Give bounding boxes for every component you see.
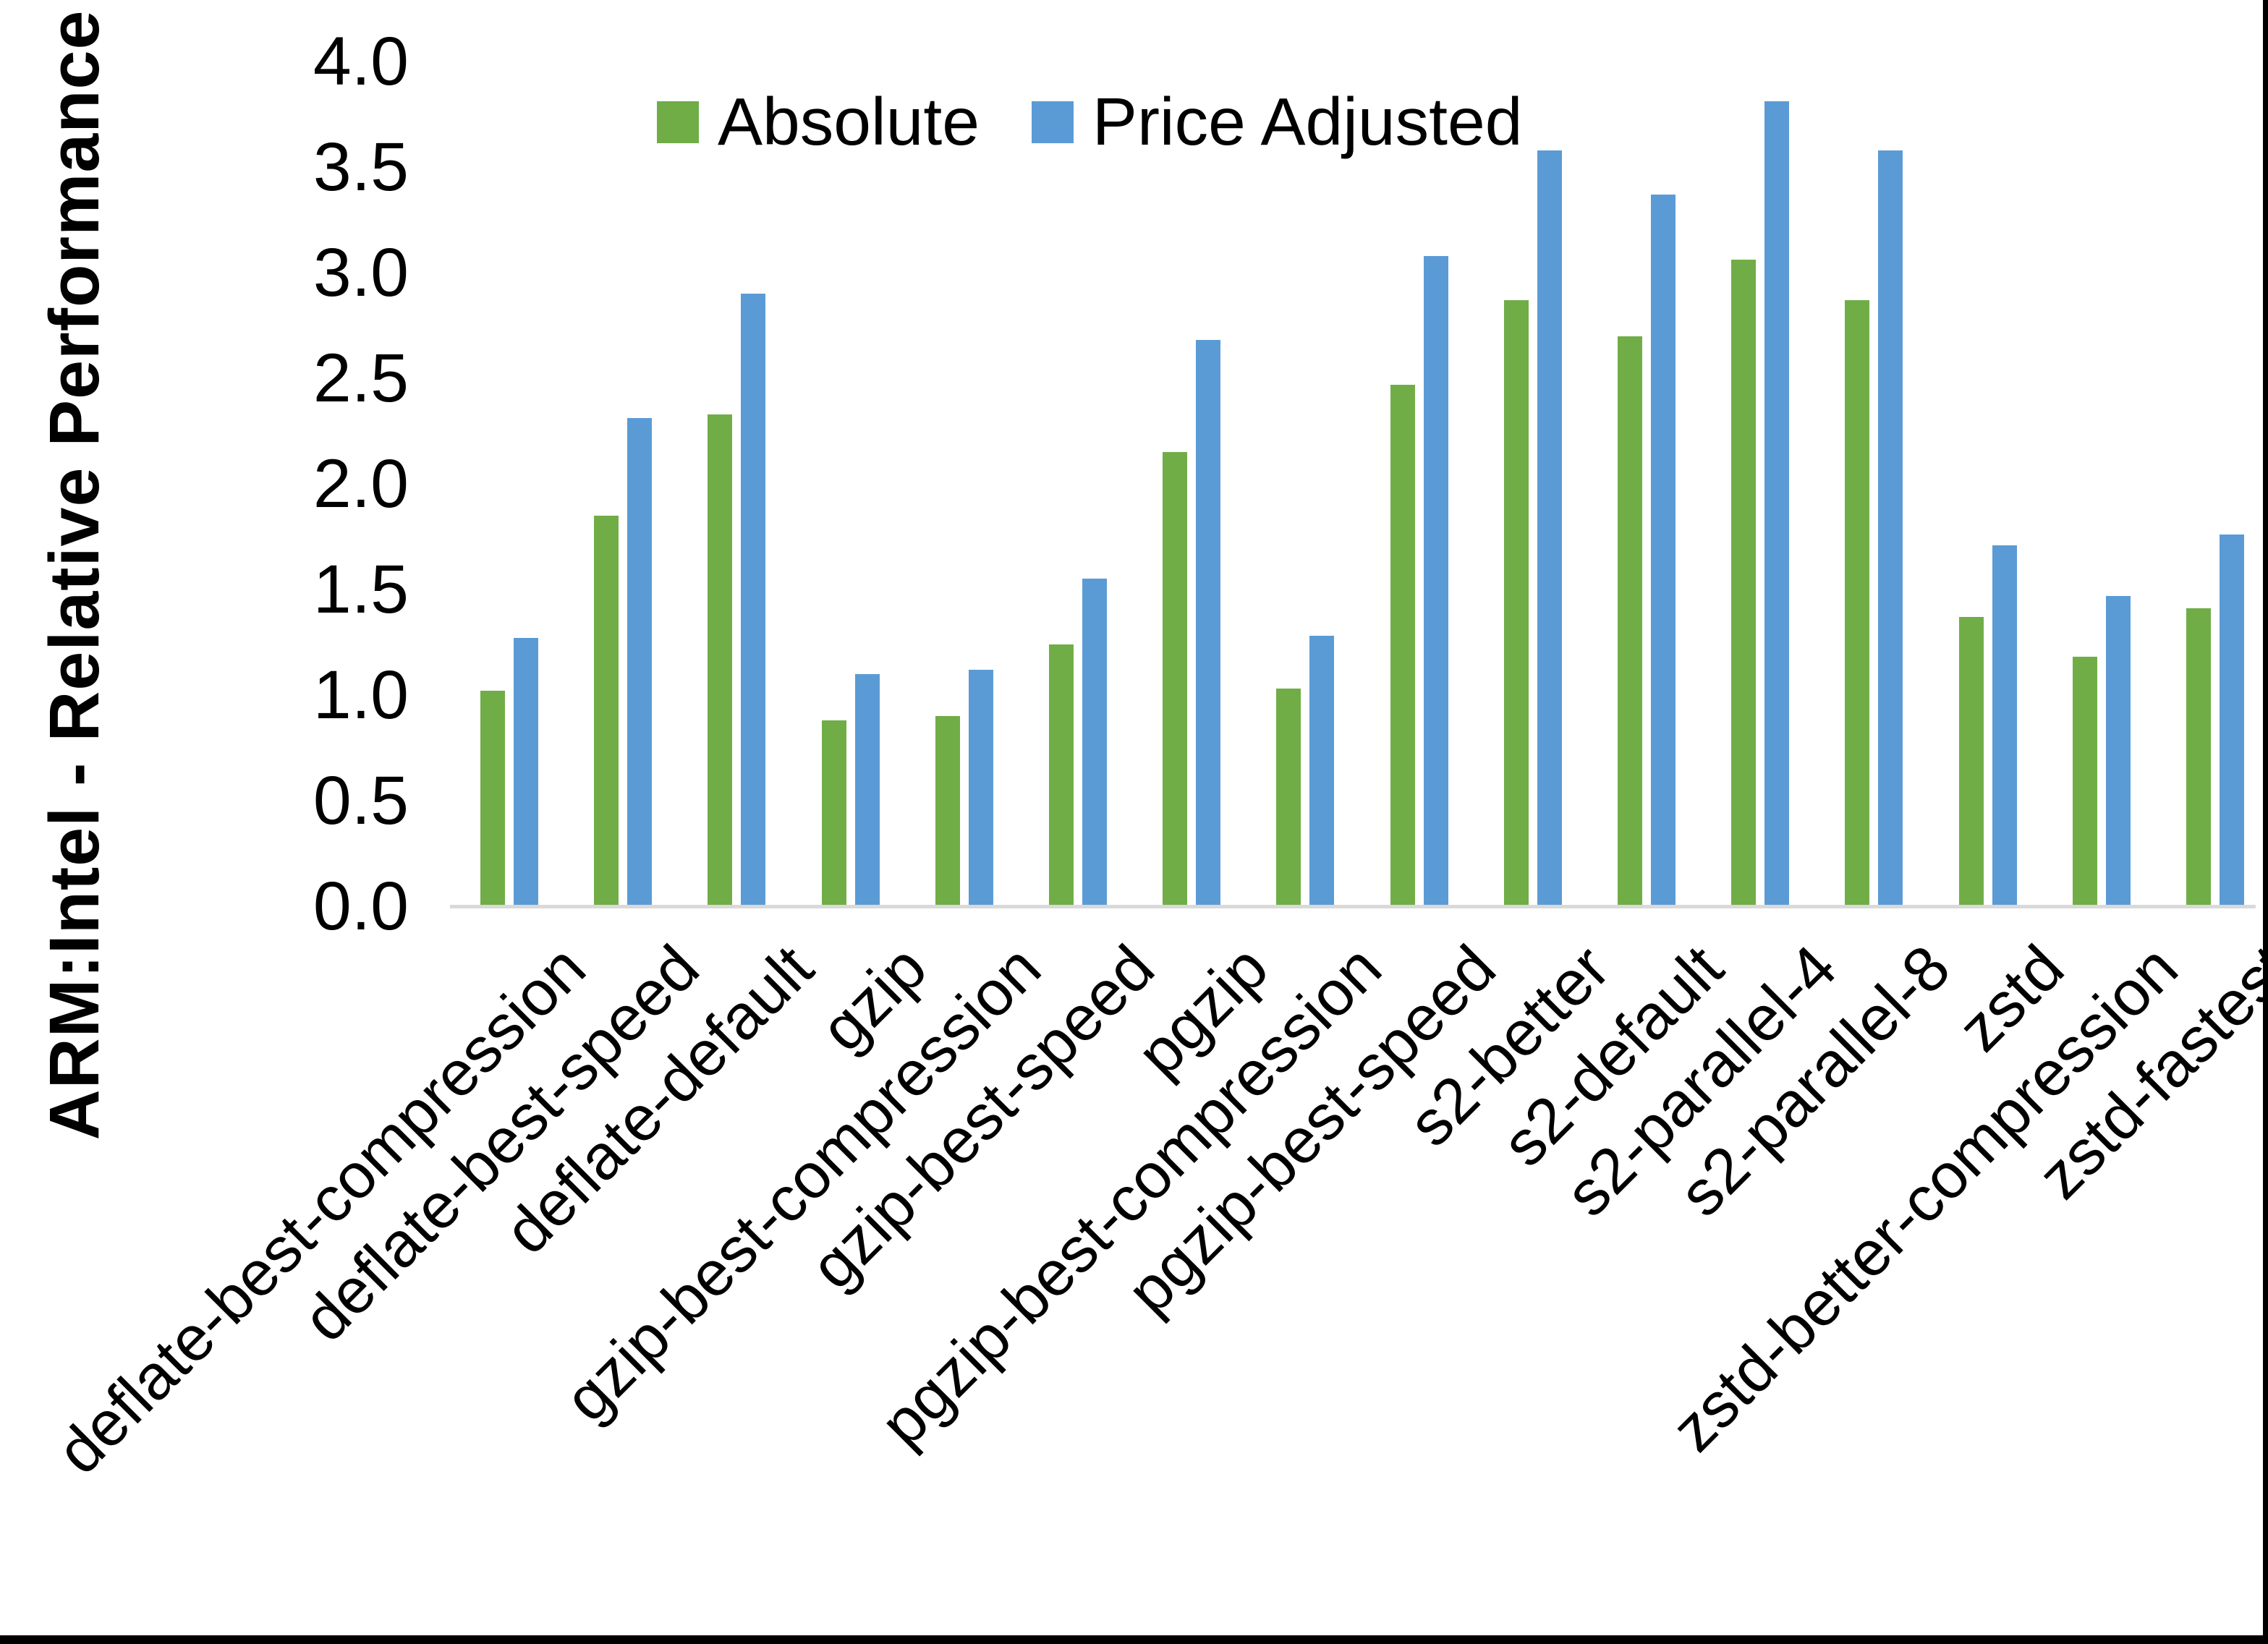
bar-price-adjusted-pgzip: [1196, 340, 1221, 906]
bar-absolute-gzip: [821, 720, 846, 906]
bar-price-adjusted-s2-parallel-4: [1764, 101, 1790, 906]
legend: Absolute Price Adjusted: [657, 88, 1522, 156]
bar-absolute-deflate-best-speed: [594, 515, 619, 906]
bar-absolute-deflate-best-compression: [480, 691, 505, 906]
bar-absolute-gzip-best-speed: [1049, 644, 1074, 906]
bar-absolute-s2-parallel-8: [1845, 299, 1870, 906]
right-frame-border: [2263, 0, 2268, 1644]
bar-price-adjusted-gzip-best-compression: [968, 669, 993, 906]
bar-price-adjusted-deflate-best-compression: [514, 638, 538, 906]
bar-absolute-deflate-default: [708, 414, 733, 906]
legend-swatch-price-adjusted: [1031, 101, 1074, 143]
y-tick-label: 4.0: [313, 23, 409, 100]
bar-absolute-pgzip-best-compression: [1276, 689, 1301, 906]
y-tick-label: 1.5: [313, 551, 409, 628]
bar-price-adjusted-s2-default: [1651, 194, 1675, 906]
bottom-frame-border: [0, 1635, 2268, 1644]
bar-absolute-s2-default: [1618, 336, 1642, 906]
bar-price-adjusted-s2-better: [1537, 150, 1562, 906]
bar-absolute-pgzip-best-speed: [1390, 384, 1415, 906]
bar-absolute-s2-parallel-4: [1731, 260, 1757, 906]
bar-price-adjusted-zstd-fastest: [2220, 534, 2244, 906]
bar-price-adjusted-gzip: [854, 673, 880, 906]
y-tick-label: 0.5: [313, 762, 409, 839]
legend-swatch-absolute: [657, 101, 699, 143]
bar-absolute-s2-better: [1503, 299, 1529, 906]
y-tick-label: 3.0: [313, 234, 409, 311]
bar-price-adjusted-gzip-best-speed: [1082, 579, 1107, 906]
x-axis-line: [450, 905, 2256, 908]
bar-absolute-zstd: [1958, 616, 1984, 906]
bar-price-adjusted-deflate-default: [741, 294, 766, 906]
bar-price-adjusted-s2-parallel-8: [1878, 150, 1903, 906]
y-tick-label: 1.0: [313, 657, 409, 733]
bar-absolute-gzip-best-compression: [935, 716, 960, 906]
legend-item-price-adjusted: Price Adjusted: [1031, 84, 1523, 159]
bar-absolute-zstd-fastest: [2186, 608, 2211, 906]
y-tick-label: 0.0: [313, 868, 409, 945]
bar-price-adjusted-deflate-best-speed: [627, 418, 653, 906]
bar-price-adjusted-pgzip-best-compression: [1309, 636, 1335, 906]
y-tick-label: 2.5: [313, 340, 409, 417]
legend-label-absolute: Absolute: [718, 84, 980, 159]
bar-price-adjusted-pgzip-best-speed: [1423, 255, 1448, 906]
y-tick-label: 3.5: [313, 129, 409, 205]
bar-price-adjusted-zstd-better-compression: [2105, 595, 2131, 906]
y-tick-label: 2.0: [313, 446, 409, 522]
bar-absolute-zstd-better-compression: [2072, 657, 2097, 906]
legend-item-absolute: Absolute: [657, 88, 980, 156]
legend-label-price-adjusted: Price Adjusted: [1092, 84, 1523, 159]
bar-absolute-pgzip: [1163, 452, 1188, 906]
bar-price-adjusted-zstd: [1992, 545, 2017, 906]
